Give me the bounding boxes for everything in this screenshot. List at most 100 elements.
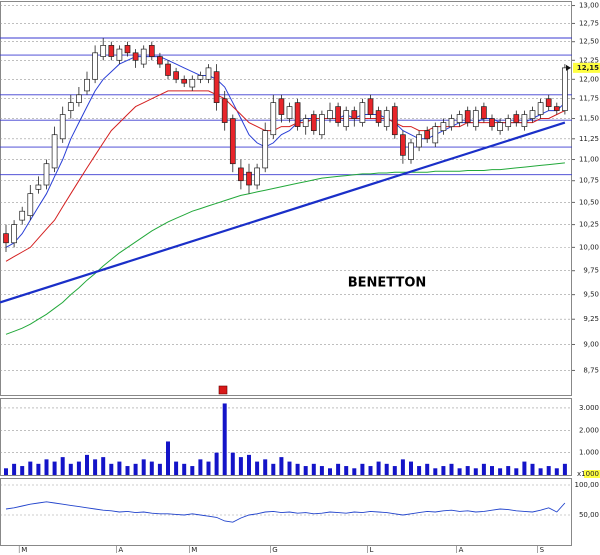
moving-average	[5, 90, 566, 262]
candle-body	[335, 106, 341, 123]
y-tick-label: 100,00	[575, 481, 600, 489]
volume-bar	[530, 463, 535, 475]
volume-bar	[336, 463, 341, 475]
candle-body	[521, 114, 528, 127]
candle-body	[537, 102, 544, 115]
y-tick-label: 2.000	[579, 426, 599, 434]
trendline	[0, 121, 566, 304]
y-tick-label: 50,00	[579, 511, 599, 519]
volume-bar	[52, 461, 57, 475]
volume-bar	[60, 457, 65, 475]
last-price-label: 12,15	[577, 64, 599, 72]
volume-bar	[206, 461, 211, 475]
candle-body	[424, 130, 431, 140]
volume-bar	[117, 461, 122, 475]
candle-body	[59, 114, 66, 140]
volume-bar	[514, 468, 519, 475]
volume-bar	[166, 441, 170, 475]
y-tick-label: 3.000	[579, 404, 599, 412]
candle-body	[189, 78, 196, 88]
volume-bar	[157, 463, 162, 475]
candle-body	[205, 67, 212, 80]
candle-body	[400, 134, 406, 156]
y-tick-label: 11,00	[579, 156, 599, 164]
candle-body	[221, 98, 228, 123]
volume-bar	[352, 468, 357, 475]
candle-body	[124, 45, 131, 54]
candle-body	[51, 134, 58, 169]
oscillator-line	[5, 501, 566, 523]
volume-bar	[68, 463, 73, 475]
volume-bar	[125, 466, 130, 475]
y-tick-label: 13,00	[579, 2, 599, 10]
candle-body	[505, 118, 512, 127]
candle-body	[229, 118, 236, 165]
volume-bar	[457, 468, 462, 475]
candle-body	[489, 118, 495, 127]
y-tick-label: 8,75	[583, 366, 599, 374]
candle-body	[448, 118, 455, 127]
candle-body	[116, 48, 123, 61]
volume-bar	[133, 463, 138, 475]
candle-body	[108, 45, 115, 57]
volume-bar	[190, 466, 195, 475]
candle-body	[43, 163, 50, 186]
candle-body	[529, 110, 536, 119]
x-tick-label: G	[272, 546, 277, 554]
volume-bar	[498, 468, 503, 475]
candle-body	[278, 98, 285, 115]
candle-body	[19, 210, 26, 221]
candle-body	[456, 114, 463, 123]
volume-bar	[271, 463, 276, 475]
volume-bar	[230, 452, 235, 475]
y-tick-label: 1.000	[579, 449, 599, 457]
volume-bar	[490, 466, 494, 475]
candle-body	[294, 102, 301, 127]
candle-body	[310, 114, 317, 131]
volume-bar	[85, 454, 89, 475]
volume-bar	[441, 466, 446, 475]
y-tick-label: 12,00	[579, 75, 599, 83]
candle-body	[157, 56, 163, 65]
y-tick-label: 10,75	[579, 177, 599, 185]
volume-bar	[20, 466, 25, 475]
candle-body	[148, 45, 155, 57]
volume-bar	[109, 463, 114, 475]
volume-bar	[93, 459, 98, 475]
y-tick-label: 9,50	[583, 291, 599, 299]
volume-bar	[409, 461, 413, 475]
y-tick-label: 9,25	[583, 315, 599, 323]
x-tick-label: A	[459, 546, 464, 554]
y-tick-label: 11,75	[579, 95, 599, 103]
x-tick-label: A	[118, 546, 123, 554]
candle-body	[270, 102, 277, 136]
candle-body	[383, 110, 390, 127]
candle-body	[3, 233, 9, 244]
x-tick-label: L	[370, 546, 374, 554]
volume-bar	[255, 461, 260, 475]
candle-body	[181, 78, 188, 84]
volume-bar	[449, 463, 454, 475]
volume-bar	[303, 466, 308, 475]
candle-body	[351, 110, 358, 119]
volume-bar	[238, 457, 243, 475]
candle-body	[92, 52, 98, 80]
candle-body	[497, 122, 503, 131]
candle-body	[132, 52, 139, 61]
volume-bar	[319, 466, 324, 475]
volume-bar	[546, 466, 551, 475]
volume-bar	[400, 459, 405, 475]
candle-body	[302, 118, 309, 127]
candle-body	[432, 126, 439, 144]
volume-bar	[554, 468, 559, 475]
candle-body	[513, 114, 520, 123]
y-tick-label: 11,25	[579, 135, 599, 143]
candle-body	[67, 102, 74, 111]
volume-bar	[384, 463, 389, 475]
candle-body	[238, 167, 244, 182]
volume-bar	[28, 461, 33, 475]
candle-body	[76, 94, 82, 104]
candle-body	[35, 184, 42, 190]
volume-bar	[506, 466, 511, 475]
candle-body	[545, 98, 552, 107]
